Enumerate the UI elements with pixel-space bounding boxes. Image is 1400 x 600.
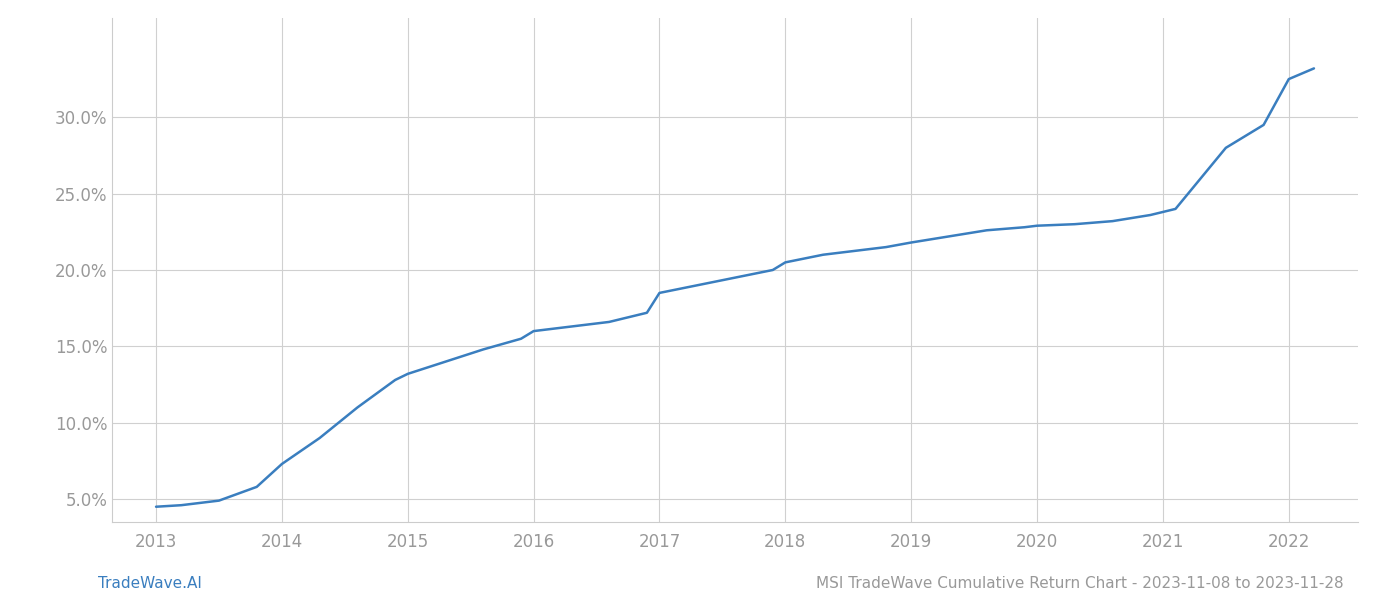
Text: TradeWave.AI: TradeWave.AI (98, 576, 202, 591)
Text: MSI TradeWave Cumulative Return Chart - 2023-11-08 to 2023-11-28: MSI TradeWave Cumulative Return Chart - … (816, 576, 1344, 591)
